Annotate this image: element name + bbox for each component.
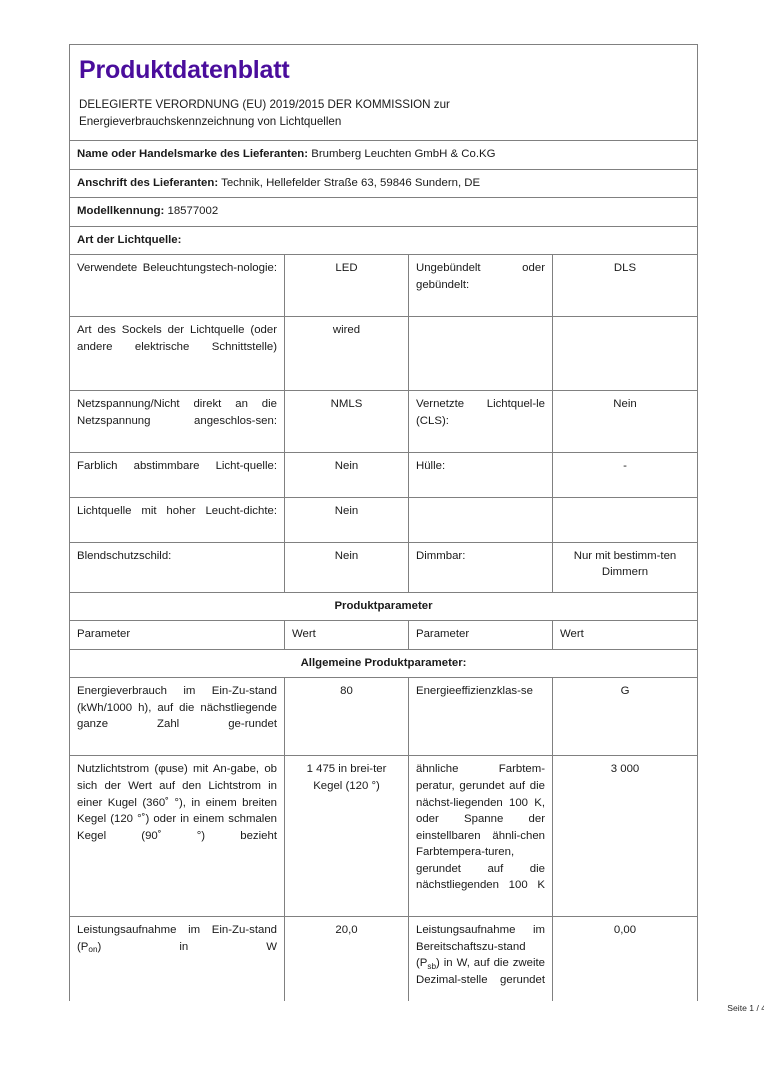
row-label-1: Blendschutzschild: [69,541,285,593]
column-header-parameter-1: Parameter [69,620,285,650]
row-label-1: Verwendete Beleuchtungstech-nologie: [69,254,285,317]
row-value-1: LED [284,254,409,317]
subscript-sb: sb [427,961,437,971]
subtitle-line-1: DELEGIERTE VERORDNUNG (EU) 2019/2015 DER… [79,97,450,111]
page-number-label: Seite 1 / 4 [727,1003,764,1013]
row-value-1: 1 475 in brei-ter Kegel (120 °) [284,755,409,918]
general-parameters-section-header: Allgemeine Produktparameter: [68,648,699,679]
product-parameters-section-row: Produktparameter [68,591,699,622]
row-label-2: Dimmbar: [408,541,553,593]
supplier-name-row: Name oder Handelsmarke des Lieferanten: … [68,140,699,170]
model-value: 18577002 [167,205,219,218]
subtitle-line-2: Energieverbrauchskennzeichnung von Licht… [79,114,342,128]
row-label-1: Nutzlichtstrom (φuse) mit An-gabe, ob si… [69,755,285,918]
row-label-2: Energieeffizienzklas-se [408,677,553,757]
table-row: Nutzlichtstrom (φuse) mit An-gabe, ob si… [69,755,699,918]
table-row: Netzspannung/Nicht direkt an die Netzspa… [69,390,699,453]
supplier-name-label: Name oder Handelsmarke des Lieferanten: [77,148,309,161]
column-header-wert-1: Wert [284,620,409,650]
table-row: Leistungsaufnahme im Ein-Zu-stand (Pon) … [69,916,699,1001]
subscript-on: on [88,945,98,955]
supplier-address-cell: Anschrift des Lieferanten: Technik, Hell… [68,168,699,199]
row-label-2 [408,316,553,391]
row-label-1: Art des Sockels der Lichtquelle (oder an… [69,316,285,391]
row-value-1: Nein [284,496,409,543]
table-row: Art des Sockels der Lichtquelle (oder an… [69,316,699,391]
title-cell: Produktdatenblatt DELEGIERTE VERORDNUNG … [68,43,699,142]
row-value-2 [551,496,699,543]
supplier-address-label: Anschrift des Lieferanten: [77,176,219,189]
model-label: Modellkennung: [77,205,165,218]
table-row: Farblich abstimmbare Licht-quelle: Nein … [69,451,699,498]
row-label-2: Leistungsaufnahme im Bereitschaftszu-sta… [408,916,553,1001]
row-value-2 [551,316,699,391]
row-value-1: Nein [284,451,409,498]
row-label-1: Lichtquelle mit hoher Leucht-dichte: [69,496,285,543]
row-value-1: NMLS [284,390,409,453]
row-label-2: ähnliche Farbtem-peratur, gerundet auf d… [408,755,553,918]
table-row: Energieverbrauch im Ein-Zu-stand (kWh/10… [69,677,699,757]
row-value-2: Nur mit bestimm-ten Dimmern [551,541,699,593]
row-label-2: Hülle: [408,451,553,498]
page-clip-region: Produktdatenblatt DELEGIERTE VERORDNUNG … [68,43,699,1001]
label-text-post: ) in W [97,940,278,953]
row-label-1: Leistungsaufnahme im Ein-Zu-stand (Pon) … [69,916,285,1001]
row-value-2: G [551,677,699,757]
label-text-post: ) in W, auf die zweite Dezimal-stelle ge… [416,957,545,986]
row-label-2 [408,496,553,543]
row-label-1: Netzspannung/Nicht direkt an die Netzspa… [69,390,285,453]
column-header-parameter-2: Parameter [408,620,553,650]
row-value-2: - [551,451,699,498]
parameter-header-row: Parameter Wert Parameter Wert [69,620,699,650]
table-row: Lichtquelle mit hoher Leucht-dichte: Nei… [69,496,699,543]
label-text: Leistungsaufnahme im Ein-Zu-stand (P [77,924,277,953]
datasheet-table: Produktdatenblatt DELEGIERTE VERORDNUNG … [68,43,699,1001]
product-parameters-section-header: Produktparameter [68,591,699,622]
supplier-name-value: Brumberg Leuchten GmbH & Co.KG [311,148,496,161]
page-title: Produktdatenblatt [79,56,290,84]
row-label-2: Ungebündelt oder gebündelt: [408,254,553,317]
supplier-address-value: Technik, Hellefelder Straße 63, 59846 Su… [221,176,481,189]
row-value-2: Nein [551,390,699,453]
model-row: Modellkennung: 18577002 [68,197,699,227]
row-value-1: 80 [284,677,409,757]
column-header-wert-2: Wert [551,620,699,650]
row-label-1: Farblich abstimmbare Licht-quelle: [69,451,285,498]
title-row: Produktdatenblatt DELEGIERTE VERORDNUNG … [68,43,699,142]
model-cell: Modellkennung: 18577002 [68,197,699,227]
supplier-address-row: Anschrift des Lieferanten: Technik, Hell… [68,168,699,199]
supplier-name-cell: Name oder Handelsmarke des Lieferanten: … [68,140,699,170]
label-text: Leistungsaufnahme im Bereitschaftszu-sta… [416,924,545,970]
row-value-2: 3 000 [551,755,699,918]
row-value-2: 0,00 [551,916,699,1001]
row-value-2: DLS [551,254,699,317]
regulation-subtitle: DELEGIERTE VERORDNUNG (EU) 2019/2015 DER… [79,96,688,131]
row-label-2: Vernetzte Lichtquel-le (CLS): [408,390,553,453]
product-datasheet-page: Produktdatenblatt DELEGIERTE VERORDNUNG … [68,43,699,1001]
light-source-section-row: Art der Lichtquelle: [68,225,699,256]
row-value-1: 20,0 [284,916,409,1001]
table-row: Verwendete Beleuchtungstech-nologie: LED… [69,254,699,317]
page-footer: Seite 1 / 4 [69,1003,764,1013]
row-label-1: Energieverbrauch im Ein-Zu-stand (kWh/10… [69,677,285,757]
row-value-1: wired [284,316,409,391]
table-row: Blendschutzschild: Nein Dimmbar: Nur mit… [69,541,699,593]
light-source-section-header: Art der Lichtquelle: [68,225,699,256]
row-value-1: Nein [284,541,409,593]
general-parameters-section-row: Allgemeine Produktparameter: [68,648,699,679]
